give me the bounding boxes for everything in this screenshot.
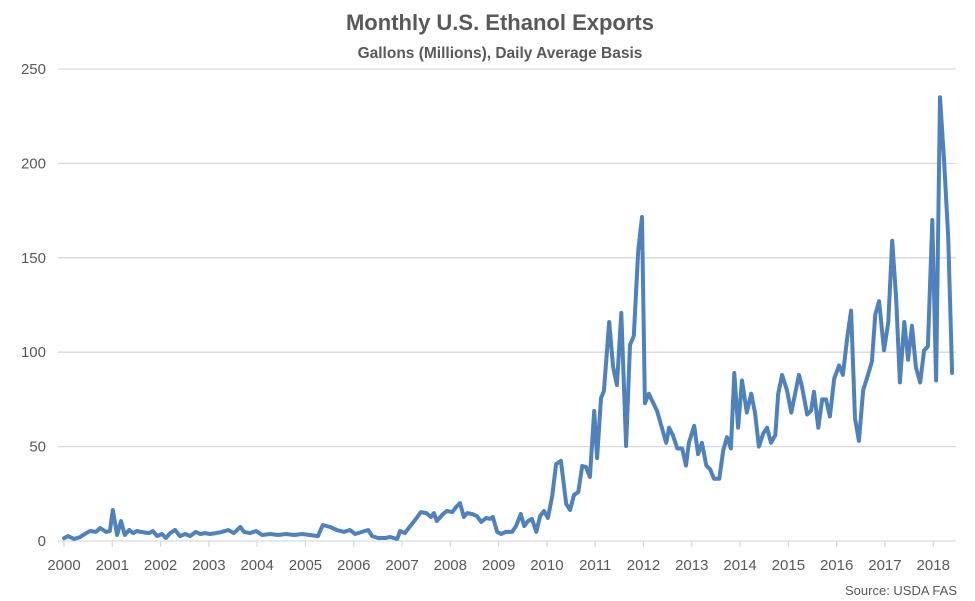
chart-subtitle: Gallons (Millions), Daily Average Basis (358, 45, 643, 62)
y-tick-label: 0 (38, 533, 46, 550)
x-tick-label: 2002 (144, 557, 177, 574)
x-tick-label: 2011 (579, 557, 611, 574)
x-tick-label: 2007 (385, 557, 418, 574)
x-tick-label: 2017 (868, 557, 901, 574)
series-group (62, 95, 955, 541)
y-tick-label: 150 (21, 250, 46, 267)
y-tick-label: 250 (21, 61, 46, 78)
x-tick-label: 2008 (434, 557, 467, 574)
x-tick-label: 2004 (240, 557, 273, 574)
series-line (62, 95, 955, 541)
y-tick-label: 50 (29, 439, 46, 456)
y-tick-label: 200 (21, 155, 46, 172)
x-tick-label: 2010 (530, 557, 563, 574)
x-tick-label: 2006 (337, 557, 370, 574)
x-tick-label: 2003 (192, 557, 225, 574)
x-axis: 2000 2001 2002 2003 2004 2005 2006 2007 2008 2009… (47, 541, 950, 574)
y-tick-label: 100 (21, 344, 46, 361)
x-tick-label: 2001 (96, 557, 129, 574)
x-tick-label: 2000 (47, 557, 80, 574)
x-tick-label: 2005 (289, 557, 322, 574)
x-tick-label: 2012 (627, 557, 660, 574)
chart-title: Monthly U.S. Ethanol Exports (346, 10, 654, 35)
x-tick-label: 2013 (675, 557, 708, 574)
y-axis: 0 50 100 150 200 250 (21, 61, 46, 550)
source-note: Source: USDA FAS (845, 583, 957, 598)
x-tick-label: 2016 (820, 557, 853, 574)
x-tick-label: 2014 (723, 557, 756, 574)
x-tick-label: 2018 (917, 557, 950, 574)
x-tick-label: 2015 (772, 557, 805, 574)
x-tick-label: 2009 (482, 557, 515, 574)
gridlines (58, 68, 956, 542)
